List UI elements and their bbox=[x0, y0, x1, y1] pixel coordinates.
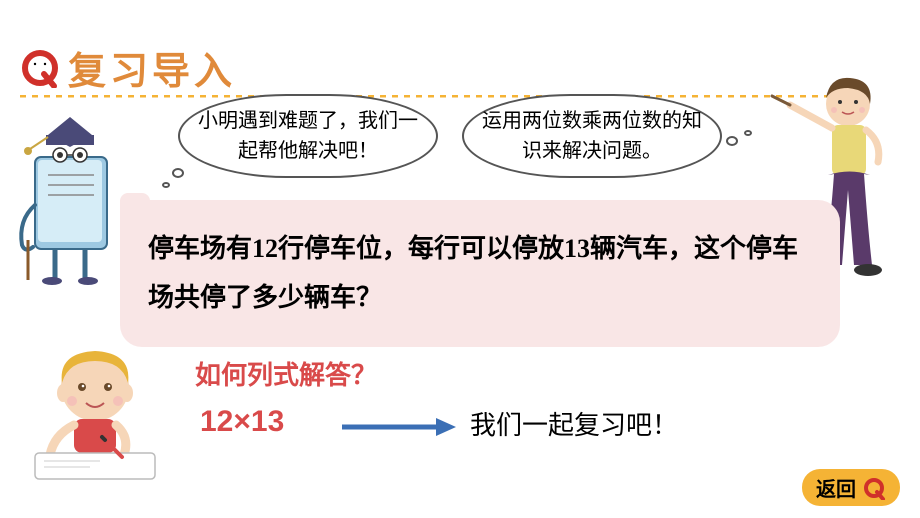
bubble-tail-icon bbox=[172, 168, 184, 178]
thought-bubble-left: 小明遇到难题了，我们一起帮他解决吧！ bbox=[178, 94, 438, 178]
thought-bubble-right: 运用两位数乘两位数的知识来解决问题。 bbox=[462, 94, 722, 178]
q-mascot-icon bbox=[20, 48, 60, 88]
title-area: 复习导入 bbox=[20, 40, 236, 95]
review-prompt: 我们一起复习吧！ bbox=[470, 405, 678, 442]
problem-box: 停车场有12行停车位，每行可以停放13辆汽车，这个停车场共停了多少辆车？ bbox=[120, 200, 840, 347]
arrow-icon bbox=[340, 415, 460, 439]
book-character-icon bbox=[0, 105, 140, 285]
problem-text: 停车场有12行停车位，每行可以停放13辆汽车，这个停车场共停了多少辆车？ bbox=[148, 234, 798, 312]
boy-writing-icon bbox=[30, 345, 160, 485]
bubble-tail-icon bbox=[726, 136, 738, 146]
return-button[interactable]: 返回 bbox=[802, 469, 900, 506]
sub-question: 如何列式解答？ bbox=[195, 355, 377, 392]
bubble-left-text: 小明遇到难题了，我们一起帮他解决吧！ bbox=[198, 110, 418, 162]
title-underline bbox=[20, 95, 860, 98]
bubble-tail-icon bbox=[162, 182, 170, 188]
return-label: 返回 bbox=[816, 473, 856, 502]
page-title: 复习导入 bbox=[68, 40, 236, 95]
return-q-icon bbox=[862, 476, 886, 500]
bubble-tail-icon bbox=[744, 130, 752, 136]
bubble-right-text: 运用两位数乘两位数的知识来解决问题。 bbox=[482, 110, 702, 162]
math-expression: 12×13 bbox=[200, 405, 284, 439]
